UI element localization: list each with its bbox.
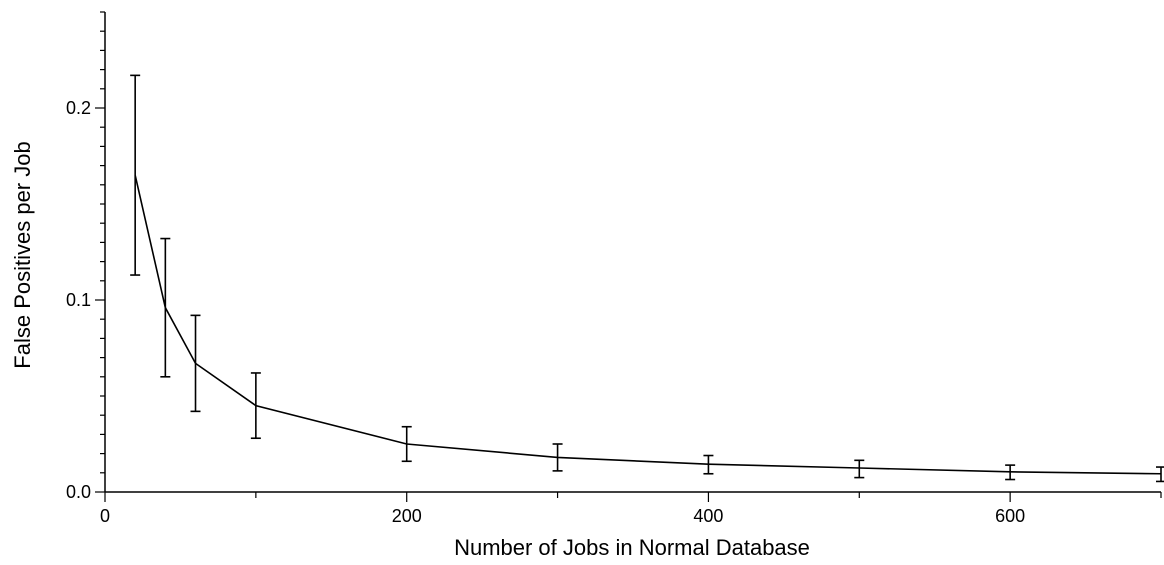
y-tick-label: 0.1 [66, 290, 91, 310]
tick-labels: 0 200 400 600 0.0 0.1 0.2 [66, 98, 1025, 526]
y-axis-title: False Positives per Job [10, 141, 35, 368]
y-tick-label: 0.0 [66, 482, 91, 502]
ticks [95, 11, 1162, 502]
axes [104, 12, 1161, 493]
x-tick-label: 0 [100, 506, 110, 526]
x-tick-label: 200 [392, 506, 422, 526]
series-group [130, 74, 1164, 483]
series-line [134, 175, 1162, 475]
x-tick-label: 400 [693, 506, 723, 526]
y-tick-label: 0.2 [66, 98, 91, 118]
x-tick-label: 600 [995, 506, 1025, 526]
x-axis-title: Number of Jobs in Normal Database [454, 535, 810, 560]
